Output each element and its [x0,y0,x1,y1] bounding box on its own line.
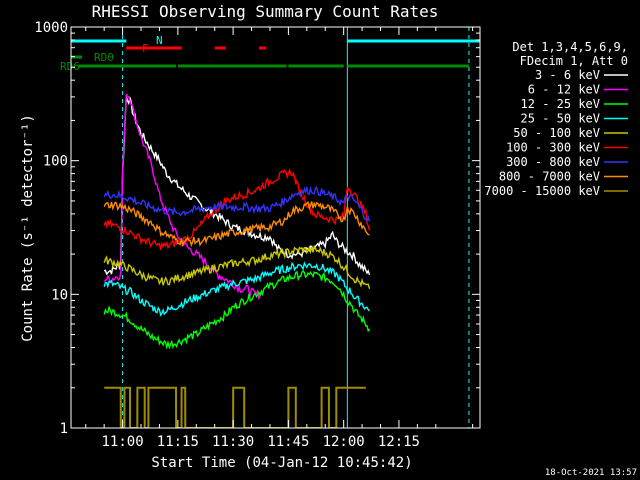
x-axis-label: Start Time (04-Jan-12 10:45:42) [151,455,412,471]
legend: Det 1,3,4,5,6,9, FDecim 1, Att 0 3 - 6 k… [484,40,628,198]
x-tick-label-12-15: 12:15 [378,434,420,450]
legend-label-25-50-kev: 25 - 50 keV [521,112,600,126]
series-line-800-7000-kev [103,201,370,248]
legend-label-800-7000-kev: 800 - 7000 keV [499,170,600,184]
axes: 1 10 100 1000 11:00 11:15 11:30 11:45 12:00 12:15 [34,20,480,450]
state-flag-rd6: RD6 [60,60,80,73]
legend-label-100-300-kev: 100 - 300 keV [506,141,600,155]
x-tick-label-12-00: 12:00 [323,434,365,450]
legend-label-50-100-kev: 50 - 100 keV [513,126,600,140]
y-axis-label: Count Rate (s⁻¹ detector⁻¹) [20,114,36,342]
plot-area: NF RD0 RD6 [60,27,480,428]
series-line-12-25-kev [103,269,371,350]
series-line-300-800-kev [103,185,371,223]
x-tick-label-11-30: 11:30 [212,434,254,450]
x-tick-label-11-45: 11:45 [267,434,309,450]
y-tick-label-1: 1 [60,421,68,437]
state-flag-rd0: RD0 [94,51,114,64]
legend-label-6-12-kev: 6 - 12 keV [528,83,600,97]
series-line-3-6-kev [103,96,371,276]
legend-label-12-25-kev: 12 - 25 keV [521,97,600,111]
x-tick-label-11-00: 11:00 [102,434,144,450]
legend-label-7000-15000-kev: 7000 - 15000 keV [484,184,600,198]
legend-label-3-6-kev: 3 - 6 keV [535,68,600,82]
plot-frame [70,26,481,429]
legend-header-decimation: FDecim 1, Att 0 [520,54,628,68]
series-line-25-50-kev [103,261,371,317]
series-line-100-300-kev [103,167,371,251]
series-line-50-100-kev [103,244,371,289]
legend-label-300-800-kev: 300 - 800 keV [506,155,600,169]
series-line-7000-15000-kev [104,386,366,428]
chart-title: RHESSI Observing Summary Count Rates [92,2,439,21]
x-tick-label-11-15: 11:15 [157,434,199,450]
y-tick-label-10: 10 [51,287,68,303]
legend-header-detectors: Det 1,3,4,5,6,9, [512,40,628,54]
timestamp: 18-Oct-2021 13:57 [545,468,637,478]
y-tick-label-1000: 1000 [34,20,68,36]
state-flag-f: F [142,42,149,55]
y-tick-label-100: 100 [43,154,68,170]
state-flag-n: N [156,34,163,47]
